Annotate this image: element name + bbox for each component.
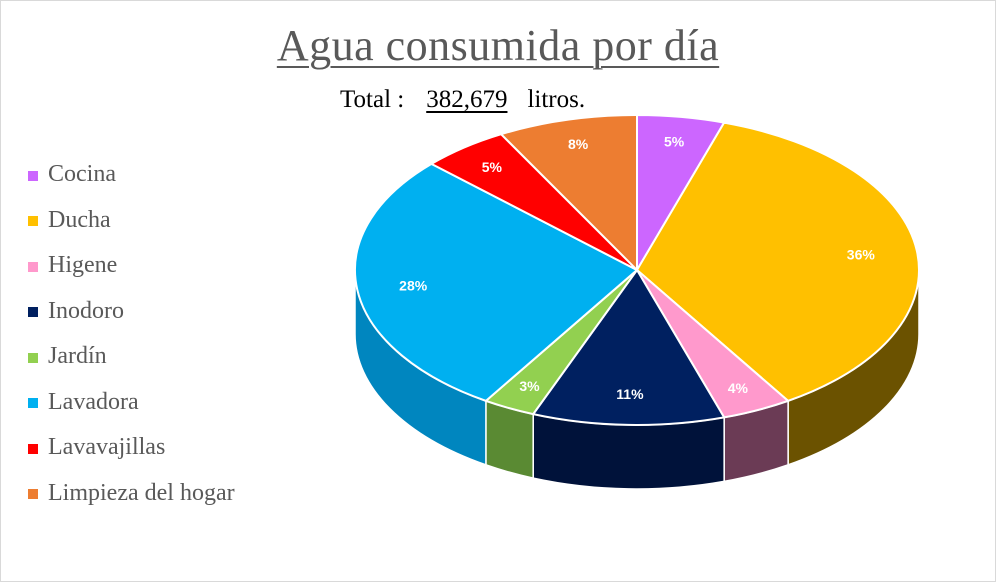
pie-slice-limpieza-del-hogar: [500, 114, 638, 271]
chart-title: Agua consumida por día: [276, 21, 720, 70]
legend-label: Inodoro: [48, 297, 124, 324]
data-label-lavavajillas: 5%: [482, 159, 503, 175]
legend-label: Ducha: [48, 206, 111, 233]
data-label-limpieza-del-hogar: 8%: [568, 136, 589, 152]
legend-swatch: [28, 443, 38, 454]
legend-label: Limpieza del hogar: [48, 479, 235, 506]
legend-swatch: [28, 489, 38, 500]
legend-swatch: [28, 352, 38, 363]
legend-item-jardin: Jardín: [28, 334, 235, 380]
total-value: 382,679: [426, 86, 508, 113]
chart-subtitle: Total : 382,679 litros.: [340, 86, 585, 114]
data-label-jardin: 3%: [519, 378, 540, 394]
legend-swatch: [28, 307, 38, 318]
legend-item-ducha: Ducha: [28, 198, 235, 244]
legend-label: Higene: [48, 252, 118, 279]
legend-item-inodoro: Inodoro: [28, 289, 235, 335]
pie-slice-ducha: [636, 121, 920, 402]
legend-label: Jardín: [48, 343, 107, 370]
legend-swatch: [28, 261, 38, 272]
legend-item-lavavajillas: Lavavajillas: [28, 425, 235, 471]
legend-item-lavadora: Lavadora: [28, 380, 235, 426]
pie-sides: [354, 269, 920, 490]
legend-item-cocina: Cocina: [28, 152, 235, 198]
legend-item-higene: Higene: [28, 243, 235, 289]
total-unit: litros.: [527, 86, 586, 113]
data-label-cocina: 5%: [664, 133, 685, 149]
legend-label: Lavavajillas: [48, 434, 166, 461]
data-label-ducha: 36%: [847, 246, 876, 262]
pie-slices: [354, 114, 920, 426]
legend: Cocina Ducha Higene Inodoro Jardín Lavad…: [28, 152, 235, 516]
data-label-lavadora: 28%: [399, 278, 428, 294]
pie-data-labels: 5% 36% 4% 11% 3% 28% 5% 8%: [399, 133, 875, 402]
total-label: Total :: [340, 86, 405, 113]
data-label-inodoro: 11%: [616, 386, 644, 402]
legend-swatch: [28, 170, 38, 181]
pie-slice-lavadora: [354, 162, 638, 402]
data-label-higene: 4%: [728, 380, 749, 396]
legend-swatch: [28, 398, 38, 409]
legend-swatch: [28, 216, 38, 227]
legend-label: Lavadora: [48, 388, 139, 415]
legend-label: Cocina: [48, 161, 116, 188]
pie-slice-inodoro: [532, 269, 726, 426]
legend-item-limpieza-del-hogar: Limpieza del hogar: [28, 471, 235, 517]
